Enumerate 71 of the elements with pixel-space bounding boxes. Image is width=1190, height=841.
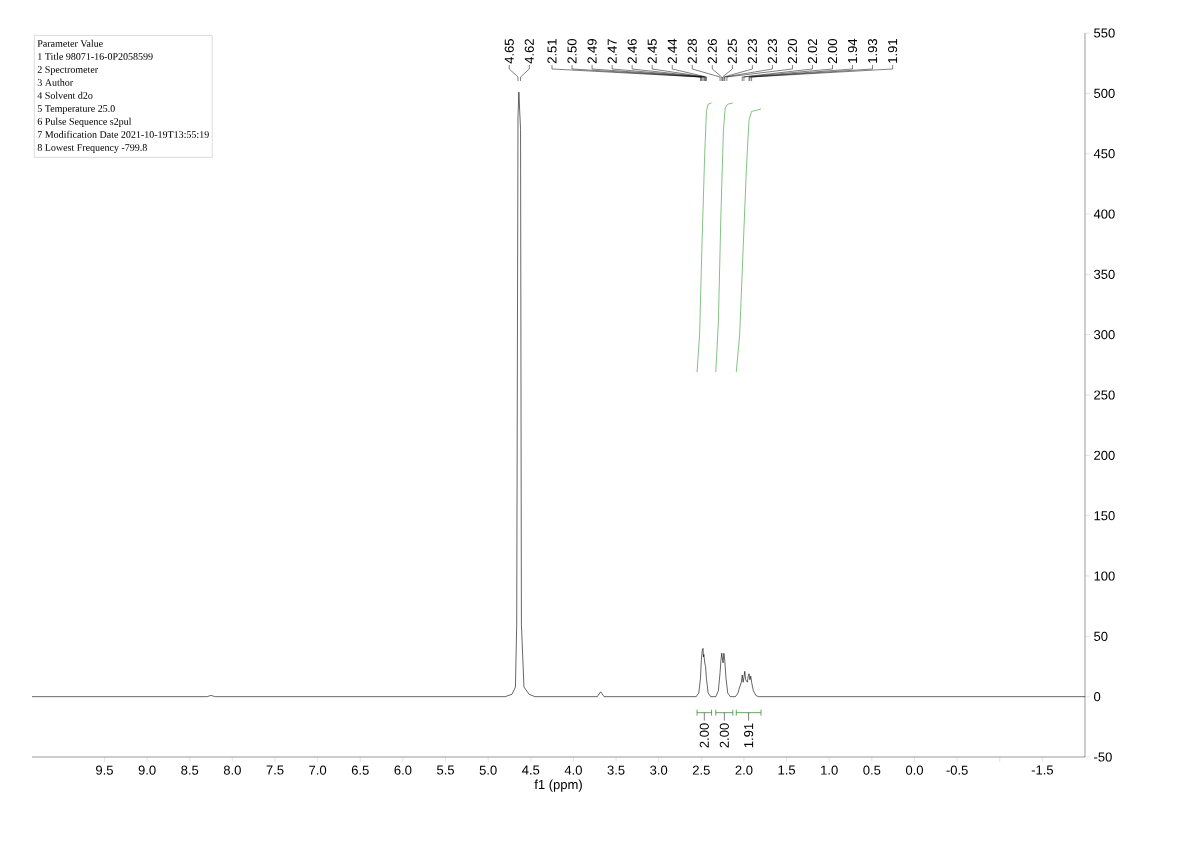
line-series	[715, 102, 734, 373]
x-tick-label: 4.5	[522, 765, 540, 775]
annotation: 2.49	[587, 39, 597, 64]
x-tick-label: 6.5	[351, 765, 369, 775]
annotation: 4.65	[504, 39, 514, 64]
annotation: 1.91	[888, 39, 898, 63]
line-series	[696, 102, 712, 373]
annotation: 2.47	[607, 39, 617, 64]
x-tick-label: 8.5	[181, 765, 199, 775]
annotation: 2.50	[567, 39, 577, 64]
x-tick-label: 3.5	[607, 765, 625, 775]
annotation: 1.91	[744, 723, 754, 748]
y-tick-label: 50	[1094, 631, 1108, 641]
annotation: 2 Spectrometer	[37, 66, 99, 75]
annotation: 2.02	[807, 39, 818, 64]
x-tick-label: 0.0	[905, 765, 924, 775]
x-tick-label: 9.0	[138, 765, 156, 775]
annotation: 1 Title 98071-16-0P2058599	[38, 52, 153, 60]
x-tick-label: 8.0	[223, 765, 241, 775]
annotation: 2.44	[667, 38, 677, 64]
annotation: 2.25	[727, 39, 737, 64]
y-tick-label: 0	[1094, 692, 1101, 702]
x-tick-label: -1.5	[1031, 765, 1054, 775]
annotation: 2.00	[719, 723, 729, 748]
annotation: 7 Modification Date 2021-10-19T13:55:19	[37, 130, 209, 138]
x-tick-label: 9.5	[96, 765, 113, 775]
annotation: 6 Pulse Sequence s2pul	[37, 117, 132, 127]
annotation: 2.28	[687, 39, 697, 64]
y-tick-label: 100	[1094, 571, 1115, 581]
y-tick-label: 300	[1094, 330, 1115, 340]
x-tick-label: 0.5	[863, 765, 881, 775]
x-tick-label: 2.5	[692, 765, 710, 775]
annotation: 8 Lowest Frequency -799.8	[37, 144, 147, 153]
x-tick-label: 3.0	[650, 765, 668, 775]
x-axis-title: f1 (ppm)	[534, 779, 582, 792]
x-tick-label: 1.0	[821, 765, 838, 775]
annotation: 2.51	[547, 39, 557, 64]
x-tick-label: 2.0	[735, 765, 753, 775]
annotation: 3 Author	[37, 78, 74, 86]
y-tick-label: 450	[1093, 149, 1115, 159]
annotation: 4 Solvent d2o	[37, 91, 93, 99]
annotation: 2.26	[707, 39, 717, 64]
x-tick-label: 6.0	[394, 765, 412, 775]
y-tick-label: -50	[1094, 752, 1112, 762]
x-tick-label: 4.0	[564, 765, 582, 775]
line-series	[735, 108, 762, 373]
y-tick-label: 250	[1094, 390, 1115, 400]
x-tick-label: 7.0	[309, 765, 327, 775]
annotation: 2.23	[767, 39, 777, 64]
y-tick-label: 500	[1094, 88, 1115, 98]
y-tick-label: 150	[1094, 511, 1115, 521]
annotation: 5 Temperature 25.0	[37, 105, 115, 114]
annotation: Parameter Value	[37, 39, 103, 47]
annotation: 2.00	[699, 723, 709, 748]
x-tick-label: -0.5	[946, 765, 968, 775]
y-tick-label: 550	[1094, 28, 1115, 38]
annotation: 4.62	[524, 39, 534, 64]
annotation: 2.46	[627, 39, 637, 64]
x-tick-label: 1.5	[778, 765, 796, 775]
y-tick-label: 350	[1094, 269, 1115, 279]
annotation: 2.45	[647, 39, 657, 64]
x-tick-label: 7.5	[266, 765, 284, 775]
annotation: 2.20	[787, 39, 798, 64]
x-tick-label: 5.0	[479, 765, 497, 775]
y-tick-label: 400	[1093, 209, 1115, 219]
y-tick-label: 200	[1094, 450, 1115, 460]
annotation: 1.94	[847, 38, 858, 63]
annotation: 2.23	[747, 39, 757, 64]
annotation: 2.00	[827, 39, 838, 64]
annotation: 1.93	[867, 39, 878, 63]
x-tick-label: 5.5	[437, 765, 455, 775]
